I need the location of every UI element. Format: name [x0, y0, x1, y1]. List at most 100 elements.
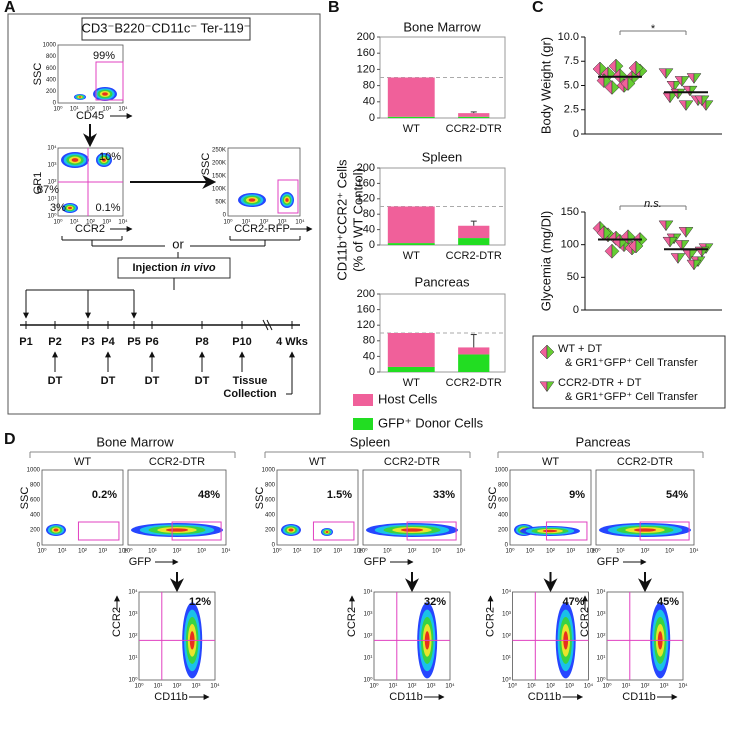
y-tick-label: 10⁰ — [47, 213, 57, 220]
axis-break — [262, 319, 269, 331]
density — [400, 528, 424, 532]
point-half — [677, 88, 686, 100]
y-tick-label: 160 — [357, 47, 375, 59]
y-tick-label: 10¹ — [364, 656, 373, 662]
y-tick-label: 0 — [505, 543, 509, 549]
panel-label: D — [4, 431, 16, 448]
injection-part: Injection — [132, 262, 180, 274]
panel-a-box — [7, 13, 321, 415]
point-half — [662, 92, 671, 104]
pct: 87% — [37, 184, 59, 196]
bar-segment — [458, 113, 490, 117]
x-tick-label: 10⁴ — [689, 548, 699, 555]
y-tick-label: 2.5 — [564, 104, 579, 116]
label: SSC — [32, 63, 44, 86]
point-half — [635, 238, 644, 254]
y-tick-label: 10¹ — [597, 656, 606, 662]
pct: 12% — [189, 596, 211, 608]
y-tick-label: 10⁰ — [502, 677, 512, 684]
plot-frame — [606, 591, 684, 681]
gate — [312, 521, 355, 541]
bar-segment — [387, 333, 435, 367]
y-axis-title: CD11b⁺CCR2⁺ Cells — [334, 159, 349, 281]
plot-label: WT — [542, 456, 559, 468]
x-tick-label: 10⁴ — [118, 219, 128, 226]
bar-segment — [458, 116, 490, 118]
x-tick-label: 10⁰ — [358, 548, 368, 555]
axis-label: SSC — [487, 487, 499, 510]
y-tick-label: 80 — [363, 80, 375, 92]
axis-label: CD11b — [622, 691, 655, 703]
y-tick-label: 80 — [363, 335, 375, 347]
pct: 1.5% — [327, 489, 352, 501]
pct: 0.2% — [92, 489, 117, 501]
point-half — [677, 253, 686, 265]
gate-box — [81, 17, 251, 41]
y-tick-label: 160 — [357, 177, 375, 189]
y-tick-label: 10¹ — [48, 197, 57, 203]
pct: 0.1% — [95, 202, 120, 214]
x-tick-label: 10¹ — [154, 684, 163, 690]
y-tick-label: 0 — [223, 213, 227, 219]
timepoint: P8 — [195, 336, 208, 348]
x-tick-label: 10¹ — [383, 549, 392, 555]
y-tick-label: 120 — [357, 319, 375, 331]
label: CD45 — [76, 110, 104, 122]
y-tick-label: 600 — [46, 66, 57, 72]
annotation: n.s. — [644, 198, 662, 210]
point-half — [658, 68, 667, 80]
y-tick-label: 10² — [597, 634, 606, 640]
y-tick-label: 120 — [357, 193, 375, 205]
legend-swatch — [353, 394, 373, 406]
panel-label: C — [532, 0, 544, 16]
y-tick-label: 200 — [357, 31, 375, 43]
plot-label: CCR2-DTR — [617, 456, 673, 468]
axis-label: CD11b — [528, 691, 561, 703]
y-tick-label: 0 — [573, 128, 579, 140]
point-half — [682, 85, 691, 97]
axis-label: CCR2 — [111, 607, 123, 637]
y-tick-label: 0 — [369, 112, 375, 124]
legend-label: & GR1⁺GFP⁺ Cell Transfer — [565, 357, 698, 369]
bar-segment — [387, 77, 435, 117]
x-tick-label: 10³ — [565, 684, 574, 690]
x-tick-label: WT — [403, 123, 420, 135]
gate-title: CD3⁻B220⁻CD11c⁻ Ter-119⁻ — [81, 20, 250, 35]
y-tick-label: 10⁴ — [47, 145, 57, 152]
x-tick-label: 10² — [641, 684, 650, 690]
axis-label: GFP — [364, 556, 387, 568]
y-tick-label: 150K — [212, 174, 226, 180]
timepoint: P10 — [232, 336, 252, 348]
x-tick-label: 10⁰ — [505, 548, 515, 555]
y-tick-label: 10³ — [597, 612, 606, 618]
y-tick-label: 10⁰ — [363, 677, 373, 684]
x-tick-label: 10¹ — [70, 220, 79, 226]
axis-label: CCR2 — [484, 607, 496, 637]
x-tick-label: 10⁴ — [295, 219, 305, 226]
point-half — [701, 95, 710, 107]
bar-segment — [458, 238, 490, 245]
bar-segment — [458, 347, 490, 355]
y-tick-label: 600 — [265, 498, 276, 504]
injection-label: Injection in vivo — [132, 262, 215, 274]
x-tick-label: 10⁰ — [53, 106, 63, 113]
y-tick-label: 10¹ — [502, 656, 511, 662]
axis-label: SSC — [19, 487, 31, 510]
x-tick-label: 10¹ — [527, 684, 536, 690]
x-tick-label: 10³ — [192, 684, 201, 690]
axis-label: SSC — [254, 487, 266, 510]
y-tick-label: 5.0 — [564, 79, 579, 91]
point-half — [665, 68, 674, 80]
pct: 47% — [562, 596, 584, 608]
point-half — [635, 60, 644, 76]
gate — [406, 521, 457, 541]
y-tick-label: 10³ — [364, 612, 373, 618]
bar-segment — [387, 366, 435, 372]
annotation: * — [651, 23, 656, 35]
y-tick-label: 400 — [46, 77, 57, 83]
x-tick-label: 10² — [408, 549, 417, 555]
y-tick-label: 600 — [498, 498, 509, 504]
y-tick-label: 1000 — [43, 43, 57, 49]
x-tick-label: 10⁴ — [118, 106, 128, 113]
axis-label: CCR2 — [579, 607, 591, 637]
